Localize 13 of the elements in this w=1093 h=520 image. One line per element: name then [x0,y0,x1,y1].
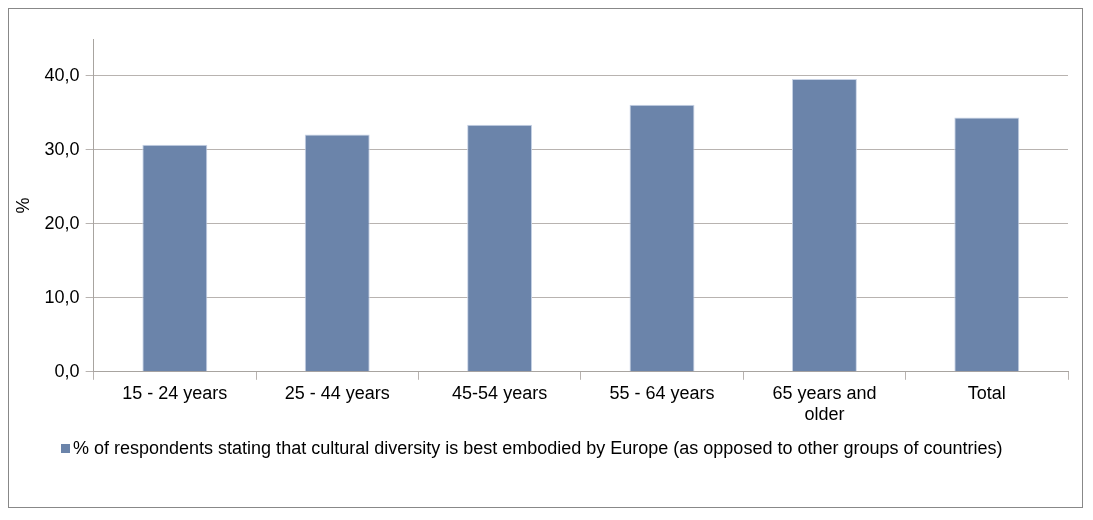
y-tick-label: 40,0 [44,64,80,85]
y-axis-title: % [12,197,33,214]
x-tick-label: 55 - 64 years [609,382,715,403]
legend-label: % of respondents stating that cultural diversity is best embodied by Europe (as opposed to other groups of countries) [73,438,1003,458]
y-tick-label: 30,0 [44,138,80,159]
x-tick-label: Total [967,382,1006,403]
y-tick-label: 0,0 [54,360,80,381]
x-tick-label: 65 years and older [772,382,877,425]
y-tick-label: 20,0 [44,212,80,233]
x-tick-label: 25 - 44 years [284,382,390,403]
y-tick-label: 10,0 [44,286,80,307]
x-tick-label: 45-54 years [452,382,548,403]
x-tick-label: 15 - 24 years [122,382,228,403]
